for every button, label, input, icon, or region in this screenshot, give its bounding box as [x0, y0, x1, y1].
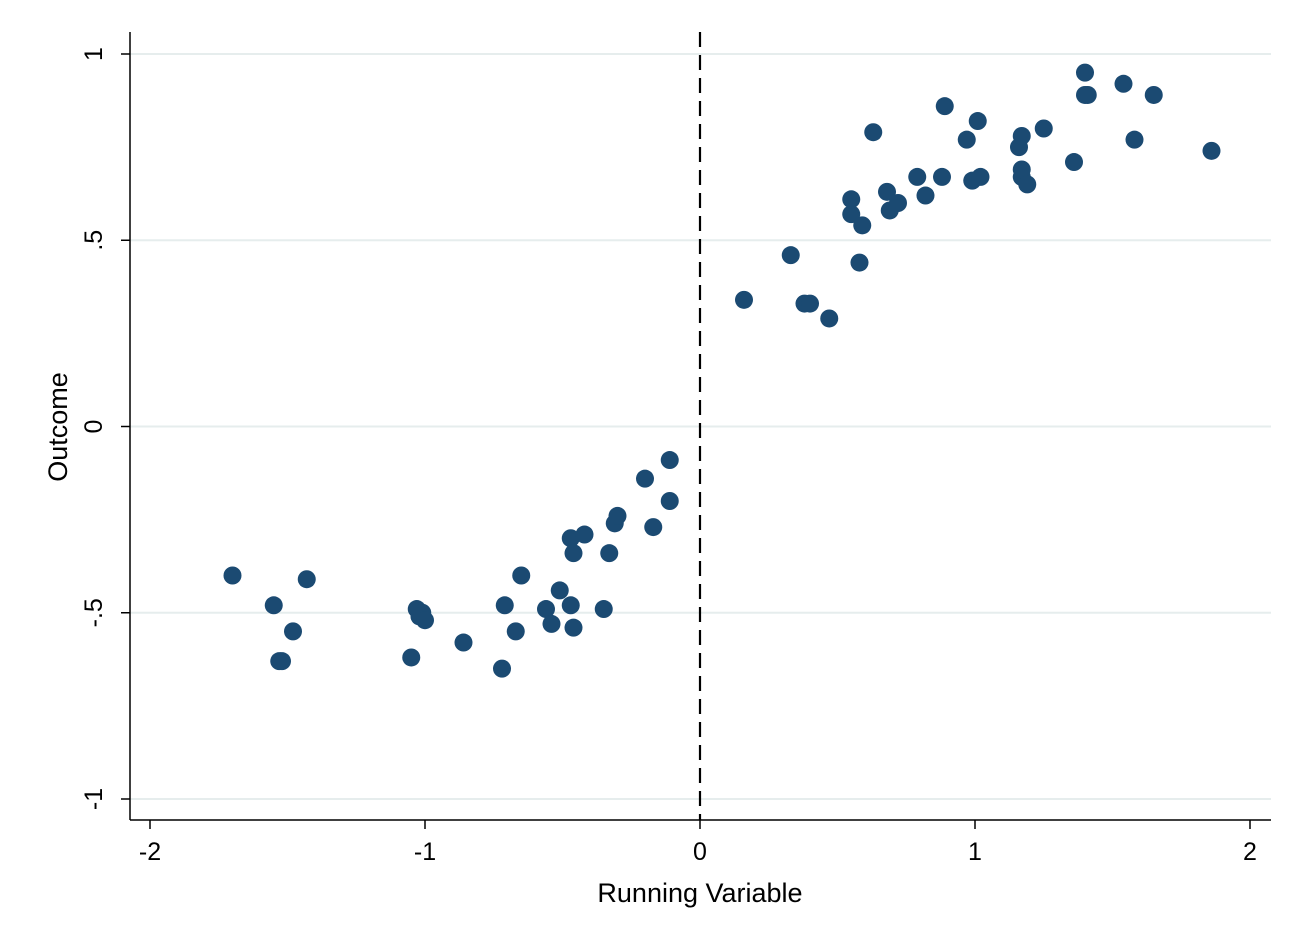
x-tick-label: 2 — [1243, 838, 1257, 866]
data-point — [850, 253, 869, 272]
x-tick-label: 1 — [968, 838, 982, 866]
data-point — [957, 130, 976, 149]
data-point — [842, 205, 861, 224]
data-point — [608, 506, 627, 525]
y-tick-label: 0 — [80, 420, 108, 434]
x-tick-label: 0 — [693, 838, 707, 866]
x-axis-title: Running Variable — [597, 878, 802, 908]
data-point — [495, 596, 514, 615]
data-point — [493, 659, 511, 678]
data-point — [916, 186, 935, 205]
data-point — [454, 633, 473, 652]
data-point — [402, 648, 421, 667]
data-point — [506, 622, 525, 641]
x-tick-label: -2 — [139, 838, 161, 866]
data-point — [644, 518, 663, 537]
data-point — [564, 544, 583, 563]
x-tick-label: -1 — [414, 838, 436, 866]
data-point — [878, 182, 896, 201]
x-axis-ticks: -2 -1 0 1 2 — [139, 820, 1257, 866]
data-point — [600, 544, 619, 563]
data-point — [660, 451, 679, 470]
data-point — [564, 618, 583, 637]
data-point — [537, 600, 555, 619]
data-points — [223, 63, 1221, 678]
data-point — [933, 167, 951, 186]
data-point — [1076, 63, 1094, 82]
data-point — [273, 652, 291, 671]
data-point — [1078, 85, 1097, 104]
data-point — [542, 614, 561, 633]
data-point — [853, 216, 872, 235]
data-point — [1202, 141, 1221, 160]
data-point — [864, 123, 883, 142]
data-point — [1012, 160, 1031, 179]
y-axis-ticks: -1 -.5 0 .5 1 — [80, 47, 130, 810]
data-point — [908, 167, 927, 186]
data-point — [297, 570, 316, 589]
data-point — [935, 97, 954, 116]
data-point — [1012, 126, 1031, 145]
y-tick-label: 1 — [80, 47, 108, 61]
data-point — [842, 190, 861, 209]
data-point — [781, 246, 800, 265]
data-point — [561, 529, 580, 548]
data-point — [284, 622, 302, 641]
data-point — [660, 492, 679, 510]
y-tick-label: -1 — [80, 788, 108, 810]
data-point — [735, 290, 753, 309]
y-tick-label: -.5 — [80, 598, 108, 627]
data-point — [820, 309, 839, 328]
data-point — [971, 167, 990, 186]
data-point — [889, 194, 907, 212]
data-point — [1114, 74, 1133, 93]
data-point — [223, 566, 242, 585]
y-axis-title: Outcome — [43, 372, 73, 482]
data-point — [1125, 130, 1144, 149]
data-point — [1144, 85, 1163, 104]
data-point — [801, 294, 819, 313]
data-point — [968, 112, 987, 131]
data-point — [1018, 175, 1037, 194]
data-point — [636, 469, 654, 488]
data-point — [594, 600, 613, 619]
data-point — [1065, 153, 1083, 172]
data-point — [1034, 119, 1053, 138]
data-point — [575, 525, 594, 544]
data-point — [264, 596, 283, 615]
data-point — [561, 596, 580, 615]
y-tick-label: .5 — [80, 230, 108, 251]
data-point — [416, 611, 434, 630]
data-point — [512, 566, 531, 585]
data-point — [550, 581, 569, 600]
